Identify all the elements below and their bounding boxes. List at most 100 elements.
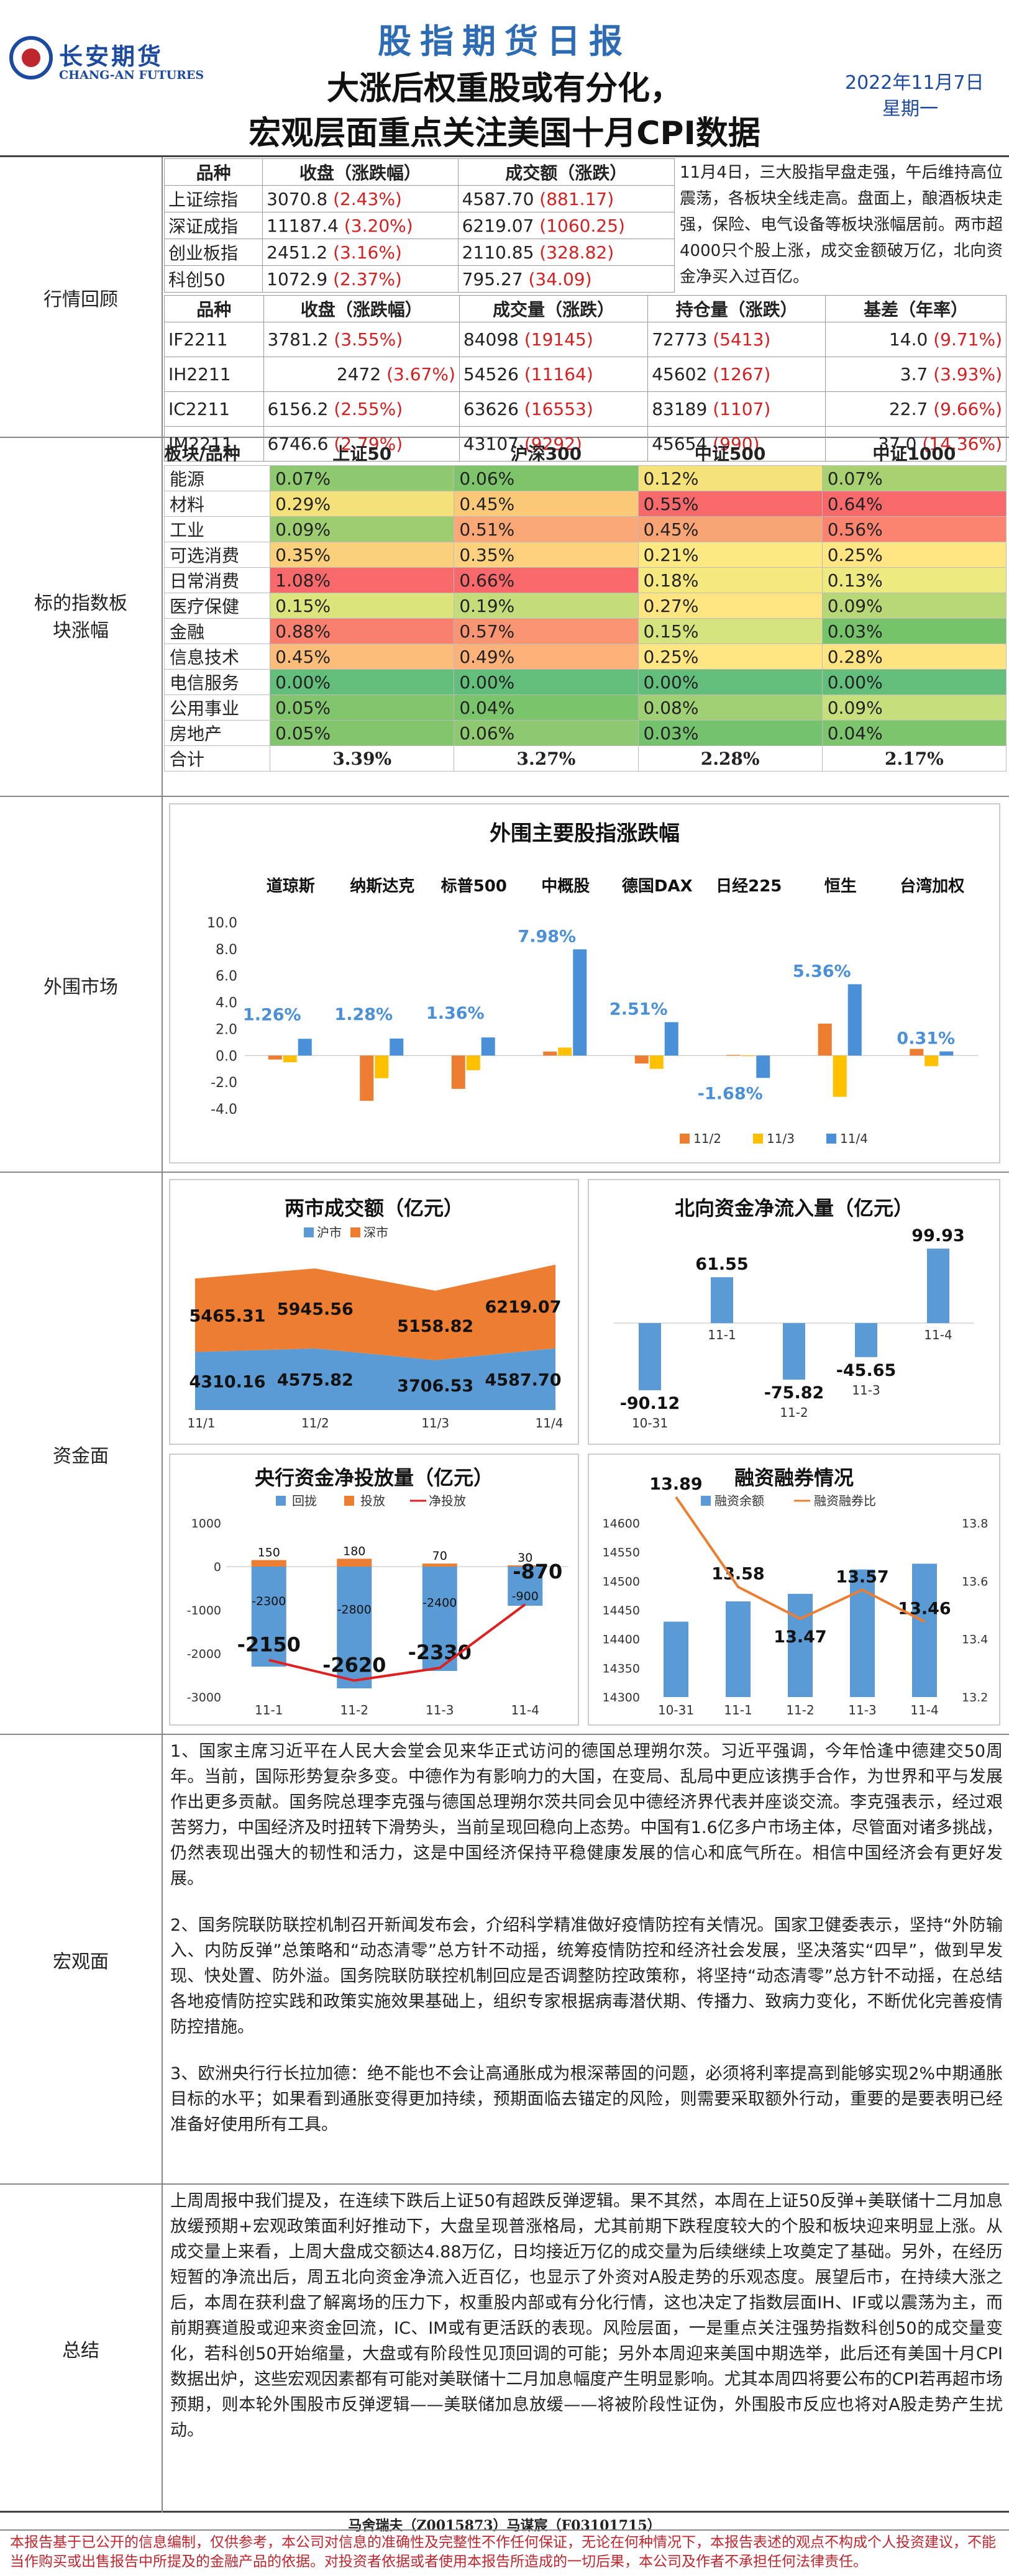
sector-value-cell: 0.56% (821, 516, 1007, 542)
table-row: 上证综指 3070.8 (2.43%) 4587.70 (881.17) (163, 185, 675, 212)
section-macro: 宏观面 1、国家主席习近平在人民大会堂会见来华正式访问的德国总理朔尔茨。习近平强… (0, 1735, 1009, 2185)
index-amt: 795.27 (462, 268, 523, 289)
index-amt-chg: (881.17) (539, 188, 614, 209)
x-tick-label: 11-3 (426, 1703, 454, 1718)
y2-tick-label: 13.8 (962, 1517, 988, 1531)
sector-value-cell: 0.19% (454, 593, 639, 619)
chart-title: 外围主要股指涨跌幅 (490, 821, 680, 846)
fut-close: 6156.2 (267, 399, 329, 419)
fut-oi: 83189 (652, 399, 708, 419)
index-amt-chg: (1060.25) (539, 215, 625, 236)
fut-basis-rate: (3.93%) (933, 364, 1002, 385)
table-row: 日常消费 1.08% 0.66% 0.18% 0.13% (163, 567, 1007, 593)
fut-oi-chg: (990) (713, 434, 760, 454)
fut-oi: 45654 (652, 434, 708, 454)
x-tick-label: 10-31 (632, 1416, 668, 1431)
bar-11-4 (481, 1037, 495, 1056)
table-row: 信息技术 0.45% 0.49% 0.25% 0.28% (163, 644, 1007, 670)
sector-value-cell: 0.35% (454, 542, 639, 568)
fut-basis-cell: 22.7 (9.66%) (824, 391, 1007, 427)
area-sh (195, 1348, 555, 1410)
bar-inject (508, 1565, 543, 1567)
sector-value-cell: 0.49% (454, 644, 639, 670)
legend-swatch (753, 1134, 763, 1144)
fut-basis-cell: 14.0 (9.71%) (824, 322, 1007, 357)
y-tick-label: 14300 (603, 1691, 640, 1704)
northbound-chart: 北向资金净流入量（亿元） -90.12 10-31 61.55 11-1 -75.82 11… (614, 1196, 974, 1431)
fut-chg: (3.67%) (386, 364, 455, 385)
section-label-review: 行情回顾 (0, 157, 163, 438)
table-row: 工业 0.09% 0.51% 0.45% 0.56% (163, 516, 1007, 542)
legend-label: 回拢 (292, 1493, 317, 1508)
index-table: 品种 收盘（涨跌幅） 成交额（涨跌） 上证综指 3070.8 (2.43%) 458… (163, 158, 675, 293)
table-row: IC2211 6156.2 (2.55%) 63626 (16553) 83189 (… (164, 391, 1007, 427)
table-row-total: 合计 3.39% 3.27% 2.28% 2.17% (163, 745, 1007, 771)
sector-name: 电信服务 (163, 669, 271, 695)
sector-value-cell: 0.00% (821, 669, 1007, 695)
y-tick-label: 4.0 (216, 996, 237, 1011)
sector-total-value: 2.17% (821, 745, 1007, 771)
turnover-chart: 两市成交额（亿元） 沪市 深市 11/1 5465.31 4310.16 11/2 5945.… (188, 1196, 564, 1431)
y2-tick-label: 13.2 (962, 1691, 988, 1704)
section-label-sectors-text: 标的指数板块涨幅 (34, 593, 127, 642)
fut-basis: 37.0 (878, 434, 917, 454)
legend-swatch (344, 1496, 354, 1506)
footer-authors: 马舍瑞夫（Z0015873）马谋宸（F03101715） (348, 2518, 661, 2534)
table-row: 医疗保健 0.15% 0.19% 0.27% 0.09% (163, 593, 1007, 619)
y-tick-label: -1000 (187, 1604, 221, 1618)
data-label-sh: 3706.53 (397, 1377, 473, 1396)
bar-margin-balance (664, 1621, 688, 1697)
fut-vol-cell: 54526 (11164) (459, 357, 649, 392)
data-label: 99.93 (911, 1226, 964, 1245)
legend-label: 沪市 (317, 1225, 342, 1240)
sector-value-cell: 0.45% (270, 644, 455, 670)
table-row: 金融 0.88% 0.57% 0.15% 0.03% (163, 618, 1007, 644)
sector-value-cell: 0.00% (270, 669, 455, 695)
index-amt-cell: 6219.07 (1060.25) (457, 212, 675, 239)
data-label-sh: 4587.70 (485, 1370, 562, 1390)
overseas-index-chart: 外围主要股指涨跌幅 -4.0 -2.0 0.0 2.0 4.0 6.0 8.0 10.0 道琼斯 1… (207, 821, 978, 1146)
sector-heatmap-table: 板块/品种 上证50 沪深300 中证500 中证1000 能源 0.07% 0.0… (163, 440, 1007, 771)
table-row: IM2211 6746.6 (2.79%) 43107 (9292) 45654 (9… (164, 426, 1007, 462)
chart-title: 两市成交额（亿元） (285, 1196, 463, 1220)
data-label: -90.12 (620, 1394, 680, 1413)
section-sectors: 标的指数板块涨幅 板块/品种 上证50 沪深300 中证500 中证1000 能… (0, 438, 1009, 797)
section-review: 行情回顾 品种 收盘（涨跌幅） 成交额（涨跌） 上证综指 3070.8 (2.43… (0, 157, 1009, 462)
y-tick-label: 6.0 (216, 969, 237, 985)
fut-basis: 14.0 (888, 329, 928, 350)
fut-vol-cell: 43107 (9292) (459, 426, 649, 462)
sector-value-cell: 0.15% (270, 593, 455, 619)
fut-basis: 3.7 (900, 364, 928, 385)
fut-oi-chg: (1267) (713, 364, 771, 385)
report-header: 长安期货 CHANG-AN FUTURES 股指期货日报 大涨后权重股或有分化，… (0, 0, 1009, 155)
category-label: 日经225 (716, 876, 782, 896)
section-label-summary: 总结 (0, 2185, 163, 2513)
section-funds: 资金面 两市成交额（亿元） 沪市 深市 11/1 5465.31 4310.16 11/2 5… (0, 1173, 1009, 1735)
table-row: 电信服务 0.00% 0.00% 0.00% 0.00% (163, 669, 1007, 695)
pboc-chart-panel: 央行资金净投放量（亿元） 回拢 投放 净投放 -3000 -2000 -1000 0 1000 1… (169, 1454, 579, 1726)
bar-11-3 (466, 1055, 480, 1070)
pboc-chart: 央行资金净投放量（亿元） 回拢 投放 净投放 -3000 -2000 -1000 0 1000 1… (187, 1466, 568, 1718)
logo-en: CHANG-AN FUTURES (59, 68, 204, 82)
legend-swatch (304, 1227, 314, 1237)
index-name: 科创50 (163, 265, 263, 293)
section-summary: 总结 上周周报中我们提及，在连续下跌后上证50有超跌反弹逻辑。果不其然，本周在上… (0, 2185, 1009, 2513)
legend-label: 融资余额 (715, 1493, 764, 1508)
table-row: 可选消费 0.35% 0.35% 0.21% 0.25% (163, 542, 1007, 568)
bar-inject (337, 1559, 372, 1567)
fut-basis: 22.7 (888, 399, 928, 419)
sector-value-cell: 0.00% (454, 669, 639, 695)
sector-value-cell: 0.06% (454, 465, 639, 491)
report-date: 2022年11月7日 (845, 72, 984, 94)
fut-close-cell: 6156.2 (2.55%) (263, 391, 460, 427)
y-tick-label: 14450 (603, 1604, 640, 1618)
company-logo: 长安期货 CHANG-AN FUTURES (9, 36, 204, 98)
y-tick-label: 14550 (603, 1546, 640, 1560)
fut-oi-cell: 83189 (1107) (647, 391, 826, 427)
sector-name: 工业 (163, 516, 271, 542)
index-close-cell: 1072.9 (2.37%) (262, 265, 459, 293)
table-row: 公用事业 0.05% 0.04% 0.08% 0.09% (163, 694, 1007, 721)
sector-value-cell: 0.18% (637, 567, 823, 593)
y2-tick-label: 13.6 (962, 1575, 988, 1588)
bar-11-2 (360, 1055, 374, 1101)
